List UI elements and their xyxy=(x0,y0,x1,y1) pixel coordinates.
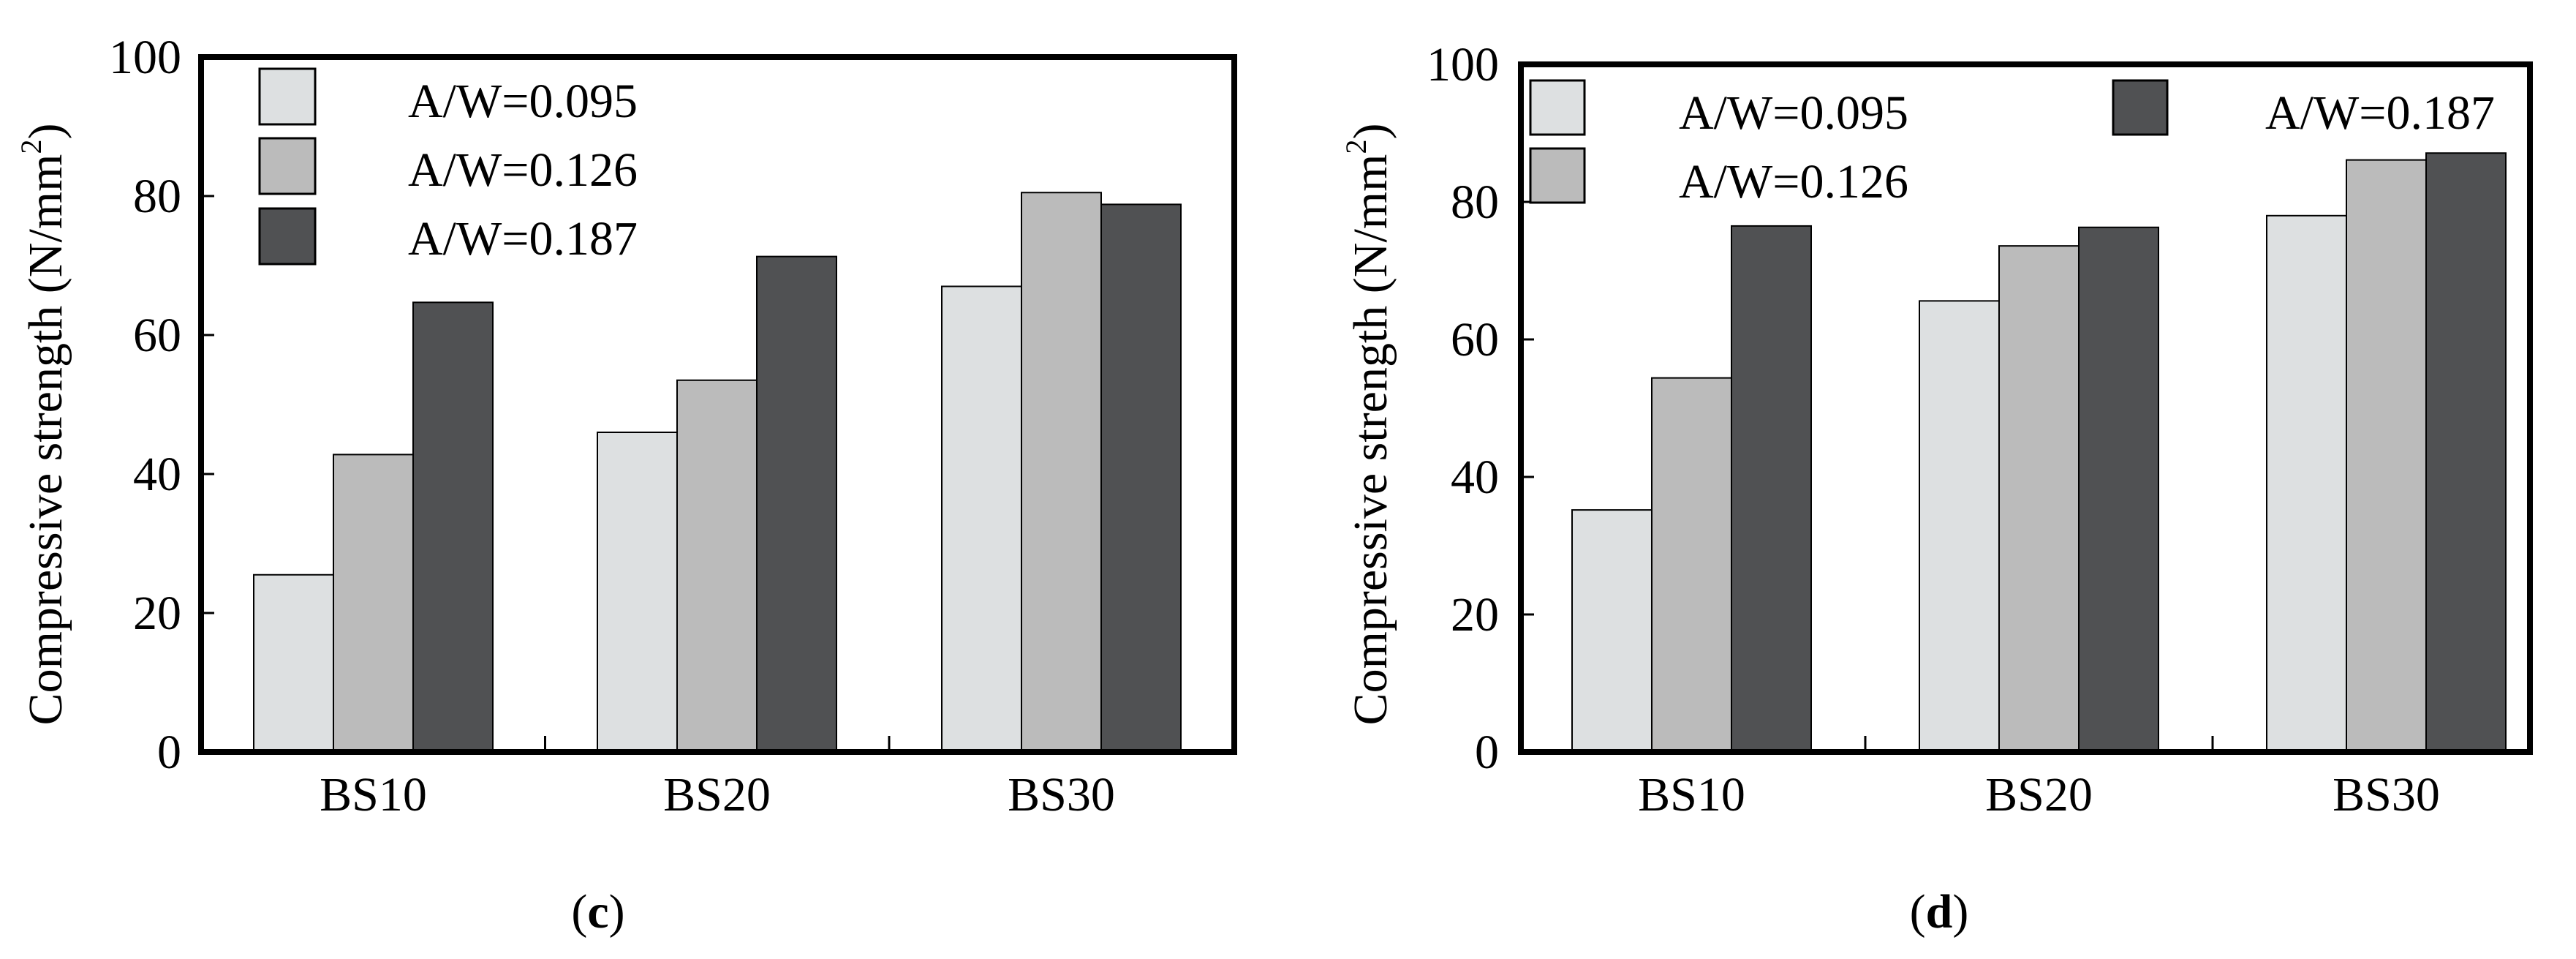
bar-bs30-series-2 xyxy=(2425,152,2507,753)
bar-bs20-series-2 xyxy=(2078,226,2159,753)
bar-bs30-series-1 xyxy=(1021,192,1102,753)
legend: A/W=0.095 A/W=0.126 A/W=0.187 xyxy=(1529,79,2495,208)
y-axis-ticks: 0 20 40 60 80 100 xyxy=(1427,38,1534,779)
legend-swatch-0 xyxy=(258,67,317,126)
legend: A/W=0.095 A/W=0.126 A/W=0.187 xyxy=(258,67,638,266)
y-axis-ticks: 0 20 40 60 80 100 xyxy=(109,31,214,779)
legend-label-2: A/W=0.187 xyxy=(2265,86,2495,140)
y-tick-label: 80 xyxy=(133,170,181,223)
bar-bs10-series-1 xyxy=(333,454,414,753)
bar-bs20-series-0 xyxy=(1919,300,2000,753)
x-tick-label: BS10 xyxy=(320,768,427,821)
x-tick-label: BS30 xyxy=(1008,768,1115,821)
legend-label-2: A/W=0.187 xyxy=(408,212,638,266)
y-tick-label: 80 xyxy=(1451,176,1499,229)
x-tick-label: BS10 xyxy=(1638,768,1745,821)
bar-bs10-series-1 xyxy=(1651,377,1732,753)
legend-label-0: A/W=0.095 xyxy=(1679,86,1908,140)
legend-label-0: A/W=0.095 xyxy=(408,75,638,128)
x-tick-label: BS20 xyxy=(1985,768,2093,821)
bar-bs20-series-1 xyxy=(1998,245,2080,753)
y-tick-label: 60 xyxy=(1451,313,1499,366)
bar-bs10-series-2 xyxy=(1731,225,1812,753)
plot-frame xyxy=(198,54,1237,755)
panel-label: (c) xyxy=(571,885,624,939)
y-tick-label: 60 xyxy=(133,309,181,362)
bar-bs30-series-2 xyxy=(1100,203,1182,753)
bar-bs20-series-2 xyxy=(756,255,837,753)
plot-frame xyxy=(1518,61,2533,755)
y-tick-label: 100 xyxy=(109,31,181,84)
bars-group xyxy=(253,192,1182,753)
bar-bs30-series-0 xyxy=(2266,214,2347,753)
x-tick-label: BS30 xyxy=(2333,768,2440,821)
bar-bs30-series-0 xyxy=(941,285,1022,753)
y-axis-label: Compressive strength (N/mm2) xyxy=(15,124,72,726)
legend-swatch-1 xyxy=(1529,147,1586,204)
bar-bs20-series-0 xyxy=(597,432,678,753)
y-tick-label: 0 xyxy=(1475,726,1499,779)
x-axis-labels: BS10 BS20 BS30 xyxy=(320,768,1115,821)
y-tick-label: 20 xyxy=(1451,588,1499,642)
bars-group xyxy=(1571,152,2507,753)
bar-bs10-series-0 xyxy=(1571,509,1653,753)
bar-bs10-series-0 xyxy=(253,573,334,753)
legend-swatch-1 xyxy=(258,137,317,195)
bar-bs20-series-1 xyxy=(676,379,758,753)
y-axis-label: Compressive strength (N/mm2) xyxy=(1340,124,1397,726)
legend-label-1: A/W=0.126 xyxy=(1679,155,1908,208)
chart-panel-d: Compressive strength (N/mm2) 0 20 40 60 80 10… xyxy=(1340,38,2533,939)
bar-bs30-series-1 xyxy=(2346,159,2427,753)
legend-label-1: A/W=0.126 xyxy=(408,143,638,197)
x-axis-labels: BS10 BS20 BS30 xyxy=(1638,768,2440,821)
y-tick-label: 100 xyxy=(1427,38,1499,91)
legend-swatch-2 xyxy=(258,207,317,266)
y-tick-label: 0 xyxy=(157,726,181,779)
legend-swatch-2 xyxy=(2112,79,2169,136)
chart-panel-c: Compressive strength (N/mm2) 0 20 40 60 80 10… xyxy=(15,31,1237,939)
y-tick-label: 40 xyxy=(1451,451,1499,504)
x-tick-label: BS20 xyxy=(663,768,771,821)
legend-swatch-0 xyxy=(1529,79,1586,136)
y-tick-label: 20 xyxy=(133,587,181,640)
y-tick-label: 40 xyxy=(133,448,181,501)
bar-bs10-series-2 xyxy=(412,301,494,753)
panel-label: (d) xyxy=(1910,885,1969,939)
